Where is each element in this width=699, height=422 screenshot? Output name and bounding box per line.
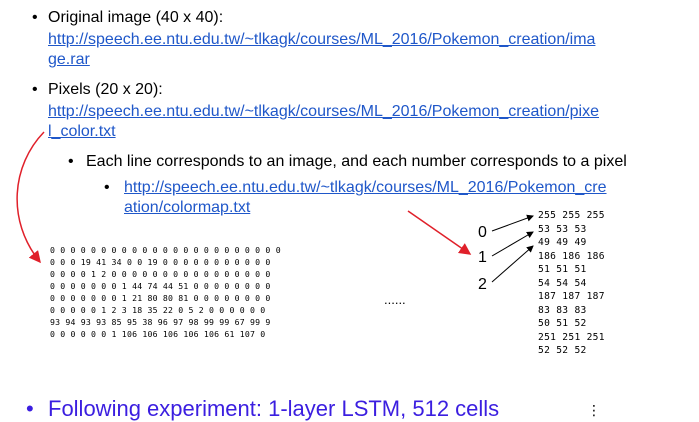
bullet-dot: •	[32, 9, 38, 26]
colormap-row: 53 53 53	[538, 223, 587, 235]
original-image-link-line2[interactable]: ge.rar	[48, 51, 90, 68]
pixel-row: 93 94 93 93 85 95 38 96 97 98 99 99 67 9…	[50, 317, 271, 327]
sub-bullet-dot: •	[68, 153, 74, 170]
colormap-link-line1[interactable]: http://speech.ee.ntu.edu.tw/~tlkagk/cour…	[124, 179, 607, 196]
colormap-row: 187 187 187	[538, 291, 605, 302]
sub-sub-bullet-dot: •	[104, 179, 110, 196]
colormap-block: 255 255 255 53 53 53 49 49 49 186 186 18…	[538, 209, 605, 358]
index-0-arrow	[491, 214, 534, 232]
index-label-2: 2	[478, 276, 487, 293]
bullet-dot: •	[32, 81, 38, 98]
pixel-row: 0 0 0 0 0 0 0 1 21 80 80 81 0 0 0 0 0 0 …	[50, 293, 271, 303]
pixels-label: Pixels (20 x 20):	[48, 81, 163, 98]
index-label-0: 0	[478, 224, 487, 241]
red-curved-arrow	[16, 131, 45, 264]
colormap-row: 51 51 51	[538, 264, 587, 275]
red-straight-arrow	[407, 210, 472, 255]
final-bullet-dot: •	[26, 396, 34, 421]
colormap-row: 251 251 251	[538, 331, 605, 343]
pixel-ellipsis: ......	[384, 292, 406, 307]
colormap-row: 255 255 255	[538, 210, 605, 221]
pixel-data-block: 0 0 0 0 0 0 0 0 0 0 0 0 0 0 0 0 0 0 0 0 …	[50, 244, 281, 340]
pixel-row: 0 0 0 0 0 1 2 3 18 35 22 0 5 2 0 0 0 0 0…	[50, 305, 266, 315]
colormap-row: 49 49 49	[538, 237, 587, 248]
colormap-link-line2[interactable]: ation/colormap.txt	[124, 199, 251, 216]
colormap-row: 52 52 52	[538, 345, 587, 356]
colormap-row: 83 83 83	[538, 304, 587, 316]
each-line-description: Each line corresponds to an image, and e…	[86, 153, 627, 170]
colormap-row: 50 51 52	[538, 318, 587, 329]
pixel-row: 0 0 0 0 0 0 0 1 44 74 44 51 0 0 0 0 0 0 …	[50, 281, 271, 291]
pixel-row: 0 0 0 19 41 34 0 0 19 0 0 0 0 0 0 0 0 0 …	[50, 257, 271, 267]
pixels-link-line2[interactable]: l_color.txt	[48, 123, 116, 140]
pixel-row: 0 0 0 0 0 0 1 106 106 106 106 106 61 107…	[50, 329, 266, 339]
colormap-row: 54 54 54	[538, 277, 587, 289]
index-2-arrow	[491, 245, 534, 283]
original-image-link-line1[interactable]: http://speech.ee.ntu.edu.tw/~tlkagk/cour…	[48, 31, 596, 48]
following-experiment-text: Following experiment: 1-layer LSTM, 512 …	[48, 396, 500, 421]
index-label-1: 1	[478, 249, 487, 266]
original-image-label: Original image (40 x 40):	[48, 9, 224, 26]
pixels-link-line1[interactable]: http://speech.ee.ntu.edu.tw/~tlkagk/cour…	[48, 103, 600, 120]
colormap-vertical-ellipsis: ⋮	[587, 402, 601, 418]
colormap-row: 186 186 186	[538, 250, 605, 262]
index-1-arrow	[491, 231, 534, 257]
pixel-row: 0 0 0 0 1 2 0 0 0 0 0 0 0 0 0 0 0 0 0 0 …	[50, 269, 271, 279]
pixel-row: 0 0 0 0 0 0 0 0 0 0 0 0 0 0 0 0 0 0 0 0 …	[50, 245, 281, 255]
